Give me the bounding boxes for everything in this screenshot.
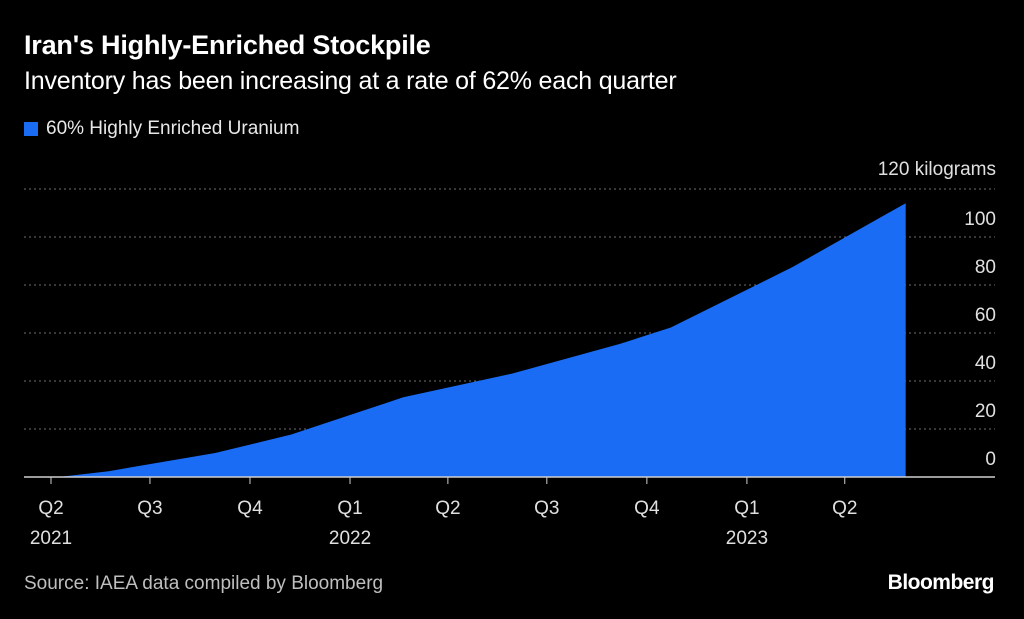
bloomberg-logo: Bloomberg — [887, 571, 995, 594]
x-tick-label: Q3 — [137, 498, 162, 519]
x-year-label: 2023 — [726, 528, 768, 549]
x-tick-label: Q1 — [337, 498, 362, 519]
x-year-label: 2021 — [30, 528, 72, 549]
x-tick-label: Q1 — [734, 498, 759, 519]
y-unit-label: 120 kilograms — [878, 159, 996, 180]
y-tick-label: 20 — [975, 401, 996, 422]
legend-swatch — [24, 122, 38, 136]
chart-title: Iran's Highly-Enriched Stockpile — [24, 30, 431, 60]
area-series — [60, 203, 906, 477]
y-tick-label: 80 — [975, 257, 996, 278]
legend: 60% Highly Enriched Uranium — [24, 118, 299, 140]
x-tick-label: Q4 — [634, 498, 660, 519]
x-year-label: 2022 — [329, 528, 371, 549]
y-tick-label: 100 — [964, 209, 996, 230]
chart-subtitle: Inventory has been increasing at a rate … — [24, 67, 677, 95]
y-tick-label: 60 — [975, 305, 996, 326]
legend-label: 60% Highly Enriched Uranium — [46, 118, 300, 139]
x-tick-label: Q2 — [435, 498, 460, 519]
x-tick-label: Q2 — [832, 498, 857, 519]
x-tick-label: Q4 — [237, 498, 263, 519]
x-tick-label: Q2 — [38, 498, 63, 519]
y-tick-label: 0 — [985, 449, 996, 470]
source-note: Source: IAEA data compiled by Bloomberg — [24, 573, 384, 594]
y-tick-label: 40 — [975, 353, 996, 374]
x-tick-label: Q3 — [534, 498, 559, 519]
